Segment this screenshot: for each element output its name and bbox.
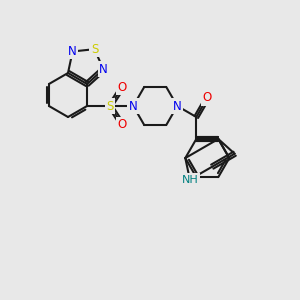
Text: O: O <box>118 118 127 131</box>
Text: O: O <box>118 81 127 94</box>
Text: N: N <box>68 45 77 58</box>
Text: NH: NH <box>182 175 198 184</box>
Text: N: N <box>99 63 108 76</box>
Text: S: S <box>91 43 98 56</box>
Text: S: S <box>106 100 114 112</box>
Text: N: N <box>173 100 182 112</box>
Text: N: N <box>129 100 138 112</box>
Text: O: O <box>203 92 212 104</box>
